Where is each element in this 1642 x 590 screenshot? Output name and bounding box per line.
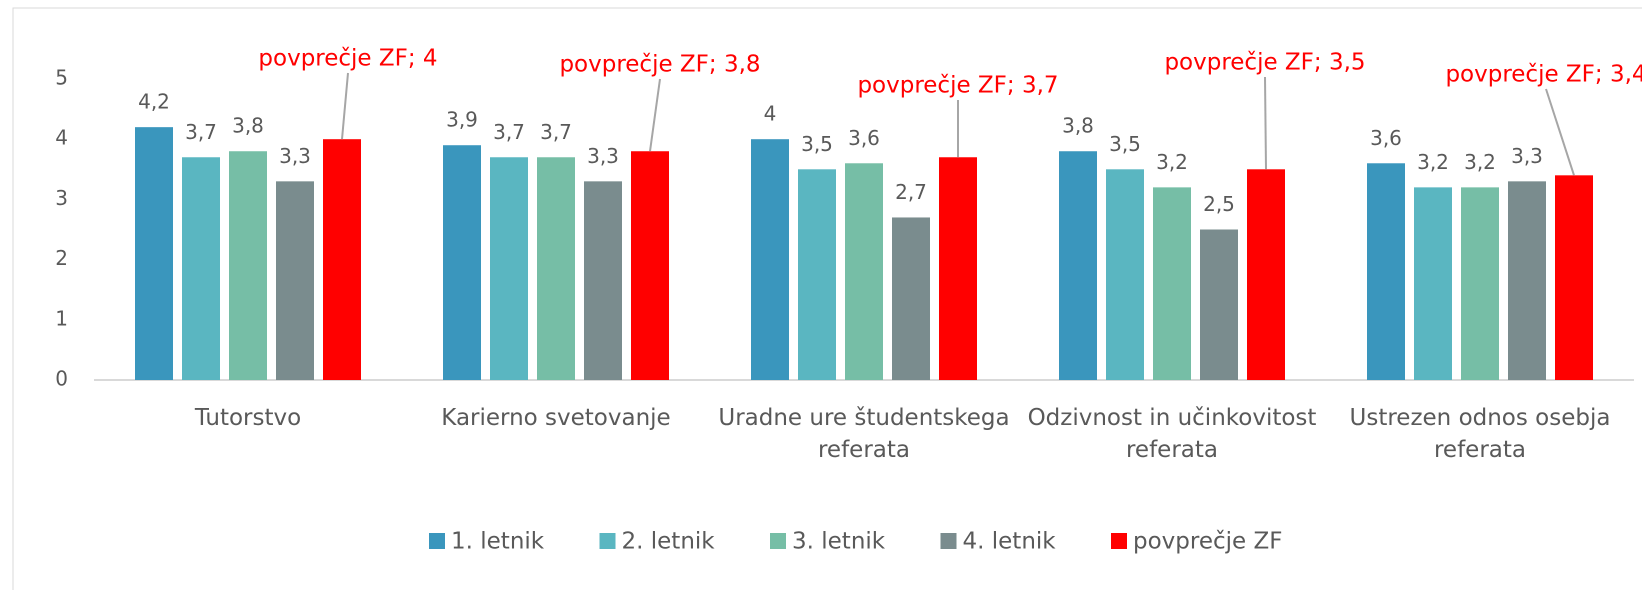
legend-swatch <box>1111 533 1127 549</box>
x-tick-label: Odzivnost in učinkovitost referata <box>1027 405 1317 463</box>
bar <box>229 151 267 380</box>
bar <box>1059 151 1097 380</box>
bar <box>584 181 622 380</box>
bar <box>1414 187 1452 380</box>
legend-swatch <box>599 533 616 549</box>
y-tick-label: 0 <box>55 367 68 391</box>
data-label: 3,7 <box>185 120 217 144</box>
bar <box>892 217 930 380</box>
data-label: 3,2 <box>1417 150 1449 174</box>
data-label: 3,5 <box>801 132 833 156</box>
data-label: 3,6 <box>848 126 880 150</box>
bar <box>135 127 173 380</box>
bar <box>1461 187 1499 380</box>
data-label: povprečje ZF; 3,4 <box>1445 62 1642 88</box>
legend-label: 2. letnik <box>622 529 716 555</box>
leader-line <box>1264 76 1267 170</box>
data-label: 2,5 <box>1203 192 1235 216</box>
data-label: 3,8 <box>1062 114 1094 138</box>
data-label: povprečje ZF; 3,8 <box>559 52 760 78</box>
bar <box>798 169 836 380</box>
data-label: 3,7 <box>540 120 572 144</box>
data-label: 4 <box>764 102 777 126</box>
bar <box>443 145 481 380</box>
x-tick-label: Uradne ure študentskega referata <box>718 405 1010 463</box>
bar <box>751 139 789 380</box>
bar <box>1247 169 1285 380</box>
legend-swatch <box>940 533 957 549</box>
leader-line <box>1545 88 1575 176</box>
y-tick-label: 4 <box>55 126 68 150</box>
x-tick-label: Tutorstvo <box>194 405 302 431</box>
legend-swatch <box>770 533 786 549</box>
bar <box>1200 229 1238 380</box>
legend-label: 3. letnik <box>792 529 886 555</box>
legend-label: povprečje ZF <box>1133 529 1282 555</box>
legend-label: 4. letnik <box>963 529 1057 555</box>
bar <box>1367 163 1405 380</box>
bar <box>323 139 361 380</box>
bar <box>1555 175 1593 380</box>
bar <box>845 163 883 380</box>
data-label: povprečje ZF; 3,5 <box>1164 50 1365 76</box>
data-label: 2,7 <box>895 180 927 204</box>
data-label: 3,9 <box>446 108 478 132</box>
x-tick-label: Karierno svetovanje <box>441 405 671 431</box>
data-label: 3,2 <box>1464 150 1496 174</box>
data-label: 3,8 <box>232 114 264 138</box>
bar <box>1106 169 1144 380</box>
chart-border <box>12 7 1642 590</box>
y-tick-label: 1 <box>55 306 68 330</box>
bar <box>1508 181 1546 380</box>
data-label: 3,3 <box>587 144 619 168</box>
data-label: 3,5 <box>1109 132 1141 156</box>
data-label: 3,3 <box>279 144 311 168</box>
bar <box>276 181 314 380</box>
legend-label: 1. letnik <box>451 529 545 555</box>
bar <box>537 157 575 380</box>
data-label: 3,3 <box>1511 144 1543 168</box>
legend-swatch <box>429 533 445 549</box>
bar <box>182 157 220 380</box>
bar <box>490 157 528 380</box>
data-label: povprečje ZF; 3,7 <box>857 73 1058 99</box>
data-label: 3,6 <box>1370 126 1402 150</box>
bar <box>1153 187 1191 380</box>
data-label: povprečje ZF; 4 <box>258 46 437 72</box>
data-label: 4,2 <box>138 90 170 114</box>
y-tick-label: 3 <box>55 186 68 210</box>
y-tick-label: 5 <box>55 66 68 90</box>
bar <box>939 157 977 380</box>
data-label: 3,7 <box>493 120 525 144</box>
leader-line <box>649 78 661 152</box>
x-tick-label: Ustrezen odnos osebja referata <box>1349 405 1611 463</box>
data-label: 3,2 <box>1156 150 1188 174</box>
leader-line <box>341 72 349 140</box>
bar <box>631 151 669 380</box>
y-tick-label: 2 <box>55 246 68 270</box>
